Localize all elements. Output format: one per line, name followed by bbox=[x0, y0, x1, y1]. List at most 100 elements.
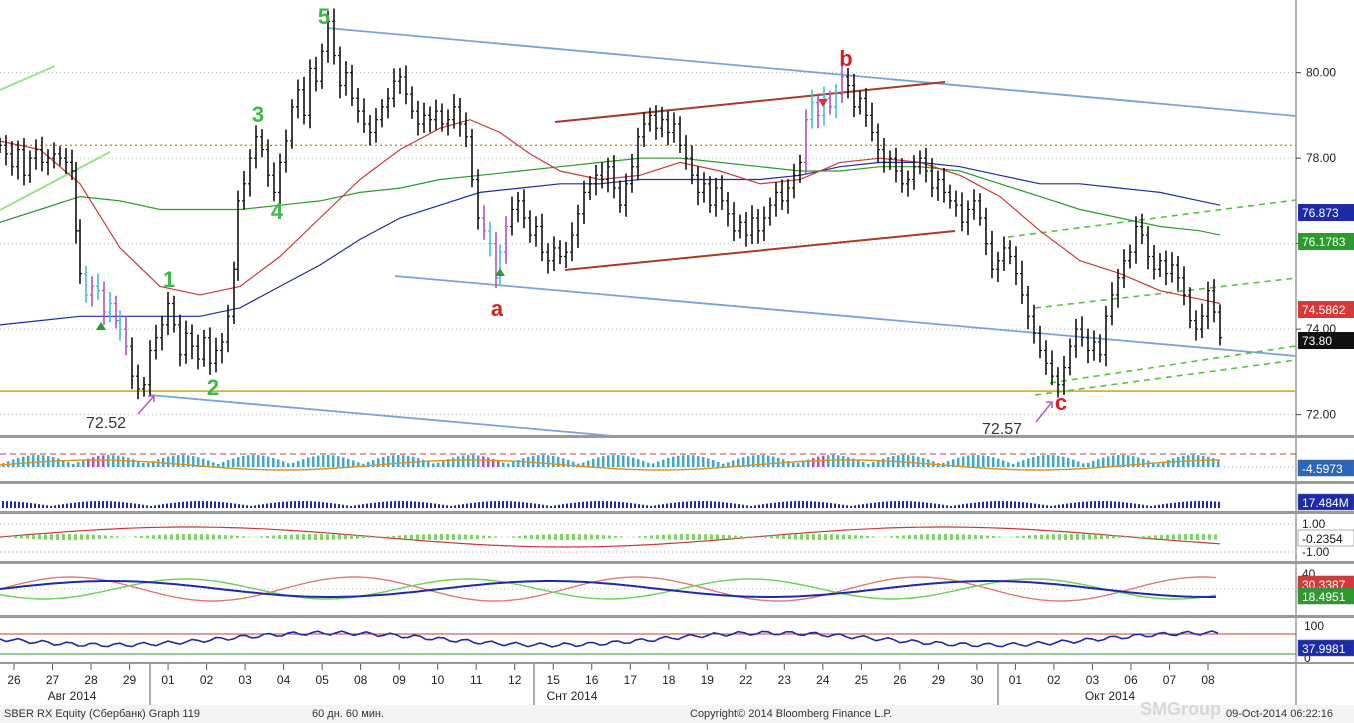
oscillator-bar bbox=[476, 535, 479, 539]
histogram-bar bbox=[1032, 457, 1035, 467]
histogram-bar bbox=[377, 458, 380, 467]
volume-bar bbox=[138, 504, 140, 508]
volume-bar bbox=[490, 501, 492, 508]
histogram-bar bbox=[1082, 463, 1085, 467]
histogram-bar bbox=[487, 457, 490, 467]
volume-bar bbox=[1130, 503, 1132, 508]
histogram-bar bbox=[327, 455, 330, 467]
buy-marker bbox=[96, 322, 106, 330]
volume-bar bbox=[950, 505, 952, 508]
oscillator-bar bbox=[812, 534, 815, 540]
x-tick-label: 10 bbox=[431, 673, 445, 687]
oscillator-bar bbox=[1142, 536, 1145, 538]
x-tick-label: 03 bbox=[238, 673, 252, 687]
histogram-bar bbox=[1072, 459, 1075, 467]
volume-bar bbox=[142, 504, 144, 508]
histogram-bar bbox=[762, 455, 765, 467]
volume-bar bbox=[198, 501, 200, 508]
volume-bar bbox=[398, 501, 400, 508]
volume-bar bbox=[1114, 501, 1116, 508]
histogram-bar bbox=[612, 455, 615, 467]
histogram-bar bbox=[552, 455, 555, 467]
volume-bar bbox=[54, 505, 56, 508]
histogram-bar bbox=[1132, 456, 1135, 467]
histogram-bar bbox=[887, 457, 890, 467]
channel-upper bbox=[326, 27, 1297, 117]
volume-bar bbox=[1142, 504, 1144, 508]
volume-bar bbox=[318, 501, 320, 508]
oscillator-bar bbox=[680, 534, 683, 540]
volume-bar bbox=[606, 501, 608, 508]
arrow-icon bbox=[1035, 401, 1053, 423]
histogram-bar bbox=[562, 458, 565, 467]
histogram-bar bbox=[477, 455, 480, 467]
x-tick-label: 03 bbox=[1086, 673, 1100, 687]
oscillator-bar bbox=[890, 536, 893, 538]
oscillator-bar bbox=[50, 534, 53, 540]
oscillator-bar bbox=[176, 534, 179, 540]
histogram-bar bbox=[267, 456, 270, 467]
wave-label: 2 bbox=[207, 375, 219, 400]
volume-bar bbox=[750, 505, 752, 508]
histogram-bar bbox=[462, 455, 465, 467]
histogram-bar bbox=[557, 456, 560, 467]
oscillator-bar bbox=[1076, 534, 1079, 540]
volume-bar bbox=[214, 501, 216, 508]
badge-box bbox=[1297, 587, 1354, 605]
oscillator-bar bbox=[1208, 534, 1211, 540]
panel-separator bbox=[0, 561, 1354, 564]
oscillator-bar bbox=[1148, 535, 1151, 539]
price-tick-label: 72.00 bbox=[1306, 408, 1336, 422]
x-tick-label: 24 bbox=[816, 673, 830, 687]
oscillator-bar bbox=[194, 534, 197, 540]
histogram-bar bbox=[1052, 455, 1055, 467]
volume-bar bbox=[42, 504, 44, 508]
volume-bar bbox=[962, 504, 964, 508]
volume-bar bbox=[610, 501, 612, 508]
volume-bar bbox=[406, 501, 408, 508]
oscillator-bar bbox=[788, 534, 791, 540]
volume-bar bbox=[618, 501, 620, 508]
price-tick-label: 78.00 bbox=[1306, 151, 1336, 165]
volume-bar bbox=[670, 503, 672, 508]
volume-bar bbox=[654, 505, 656, 508]
oscillator-bar bbox=[20, 535, 23, 539]
oscillator-bar bbox=[932, 534, 935, 540]
oscillator-bar bbox=[422, 534, 425, 540]
oscillator-bar bbox=[158, 534, 161, 540]
volume-bar bbox=[358, 504, 360, 508]
volume-bar bbox=[1034, 503, 1036, 508]
badge-text: 73.80 bbox=[1302, 334, 1332, 348]
volume-bar bbox=[1218, 501, 1220, 508]
volume-bar bbox=[202, 501, 204, 508]
histogram-bar bbox=[912, 455, 915, 467]
oscillator-bar bbox=[164, 534, 167, 540]
histogram-bar bbox=[282, 461, 285, 467]
histogram-bar bbox=[682, 455, 685, 467]
volume-bar bbox=[702, 501, 704, 508]
histogram-bar bbox=[587, 460, 590, 467]
volume-bar bbox=[1214, 501, 1216, 508]
oscillator-bar bbox=[632, 536, 635, 538]
histogram-bar bbox=[977, 455, 980, 467]
volume-bar bbox=[462, 504, 464, 508]
oscillator-bar bbox=[278, 535, 281, 539]
x-tick-label: 19 bbox=[701, 673, 715, 687]
oscillator-bar bbox=[800, 534, 803, 540]
volume-bar bbox=[290, 501, 292, 508]
wave-label: 1 bbox=[163, 267, 175, 292]
oscillator-bar bbox=[134, 536, 137, 538]
histogram-bar bbox=[257, 455, 260, 467]
volume-bar bbox=[454, 505, 456, 508]
oscillator-bar bbox=[530, 535, 533, 539]
oscillator-bar bbox=[434, 534, 437, 540]
oscillator-bar bbox=[926, 534, 929, 540]
volume-bar bbox=[770, 503, 772, 508]
volume-bar bbox=[518, 501, 520, 508]
histogram-bar bbox=[867, 463, 870, 467]
volume-bar bbox=[866, 503, 868, 508]
rsi-line bbox=[0, 630, 1219, 648]
x-tick-label: 17 bbox=[624, 673, 638, 687]
volume-bar bbox=[698, 501, 700, 508]
histogram-bar bbox=[17, 457, 20, 467]
